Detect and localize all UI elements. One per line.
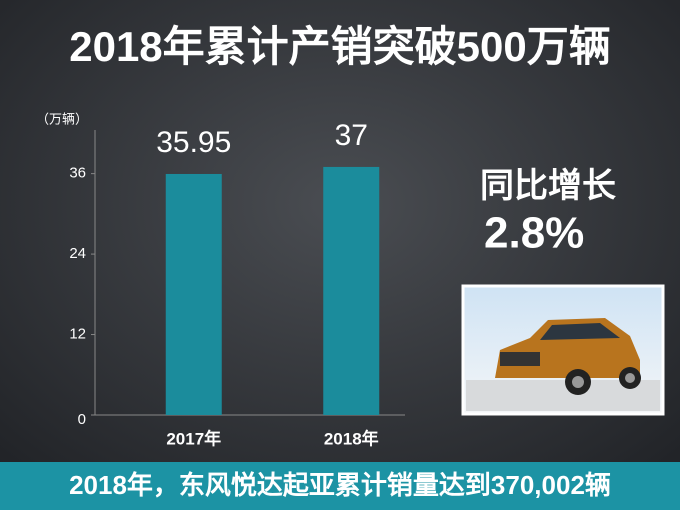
x-tick-label: 2017年 <box>166 428 221 448</box>
caption-bar <box>0 462 680 510</box>
annotation-label: 同比增长 <box>480 167 616 205</box>
bar <box>323 166 380 415</box>
y-tick-label: 0 <box>78 411 86 428</box>
y-tick-label: 12 <box>69 326 86 343</box>
value-label: 35.95 <box>156 126 231 159</box>
y-unit: （万辆） <box>36 111 88 126</box>
value-label: 37 <box>335 119 368 152</box>
x-tick-label: 2018年 <box>324 428 379 448</box>
annotation-value: 2.8% <box>484 209 584 258</box>
car-photo <box>461 284 665 416</box>
bar <box>165 173 222 415</box>
chart-title: 2018年累计产销突破500万辆 <box>69 23 611 70</box>
y-tick-label: 24 <box>69 245 86 262</box>
y-tick-label: 36 <box>69 165 86 182</box>
caption: 2018年，东风悦达起亚累计销量达到370,002辆 <box>69 470 611 500</box>
